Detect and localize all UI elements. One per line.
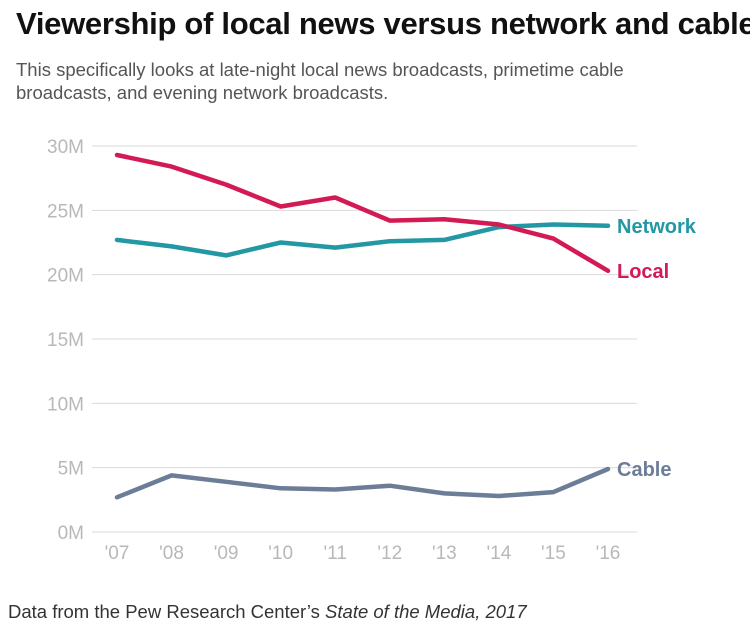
series-lines (114, 152, 611, 500)
y-tick-label: 25M (47, 201, 84, 222)
data-point-cable (278, 486, 282, 490)
y-tick-label: 0M (58, 523, 84, 544)
data-point-local (551, 236, 555, 240)
data-point-cable (115, 495, 119, 499)
data-point-cable (606, 467, 610, 471)
series-label-local: Local (617, 261, 669, 283)
series-label-network: Network (617, 216, 697, 238)
data-point-network (606, 224, 610, 228)
y-axis-ticks: 0M 5M 10M 15M 20M 25M 30M (47, 137, 84, 544)
data-point-cable (333, 487, 337, 491)
data-point-local (115, 153, 119, 157)
x-tick-label: '07 (105, 543, 130, 564)
data-point-network (442, 238, 446, 242)
series-line-cable (114, 466, 611, 500)
data-point-cable (169, 473, 173, 477)
source-note: Data from the Pew Research Center’s Stat… (8, 601, 527, 623)
source-prefix: Data from the Pew Research Center’s (8, 601, 326, 622)
data-point-cable (442, 491, 446, 495)
data-point-network (169, 244, 173, 248)
source-publication: State of the Media, 2017 (325, 601, 527, 622)
x-tick-label: '12 (377, 543, 402, 564)
y-tick-label: 15M (47, 330, 84, 351)
x-axis-ticks: '07 '08 '09 '10 '11 '12 '13 '14 '15 '16 (105, 543, 621, 564)
x-tick-label: '09 (214, 543, 239, 564)
series-label-cable: Cable (617, 459, 671, 481)
y-tick-label: 30M (47, 137, 84, 158)
x-tick-label: '11 (324, 543, 347, 564)
data-point-local (497, 222, 501, 226)
x-tick-label: '15 (541, 543, 566, 564)
x-tick-label: '16 (596, 543, 621, 564)
data-point-network (388, 239, 392, 243)
x-tick-label: '13 (432, 543, 457, 564)
series-line-network (114, 222, 611, 258)
chart-subtitle: This specifically looks at late-night lo… (16, 59, 624, 103)
x-tick-label: '14 (487, 543, 512, 564)
data-point-cable (497, 494, 501, 498)
data-point-local (333, 195, 337, 199)
chart-title: Viewership of local news versus network … (16, 6, 750, 41)
y-tick-label: 10M (47, 394, 84, 415)
data-point-cable (551, 490, 555, 494)
x-tick-label: '10 (268, 543, 293, 564)
data-point-local (224, 182, 228, 186)
y-tick-label: 5M (58, 459, 84, 480)
x-tick-label: '08 (159, 543, 184, 564)
data-point-network (115, 238, 119, 242)
data-point-network (224, 253, 228, 257)
data-point-network (333, 245, 337, 249)
data-point-local (278, 204, 282, 208)
data-point-local (388, 218, 392, 222)
data-point-cable (224, 480, 228, 484)
data-point-cable (388, 483, 392, 487)
data-point-local (606, 269, 610, 273)
series-labels: Network Local Cable (617, 216, 697, 481)
data-point-local (442, 217, 446, 221)
y-tick-label: 20M (47, 266, 84, 287)
data-point-network (551, 222, 555, 226)
data-point-network (278, 240, 282, 244)
series-line-local (114, 152, 611, 274)
data-point-local (169, 164, 173, 168)
